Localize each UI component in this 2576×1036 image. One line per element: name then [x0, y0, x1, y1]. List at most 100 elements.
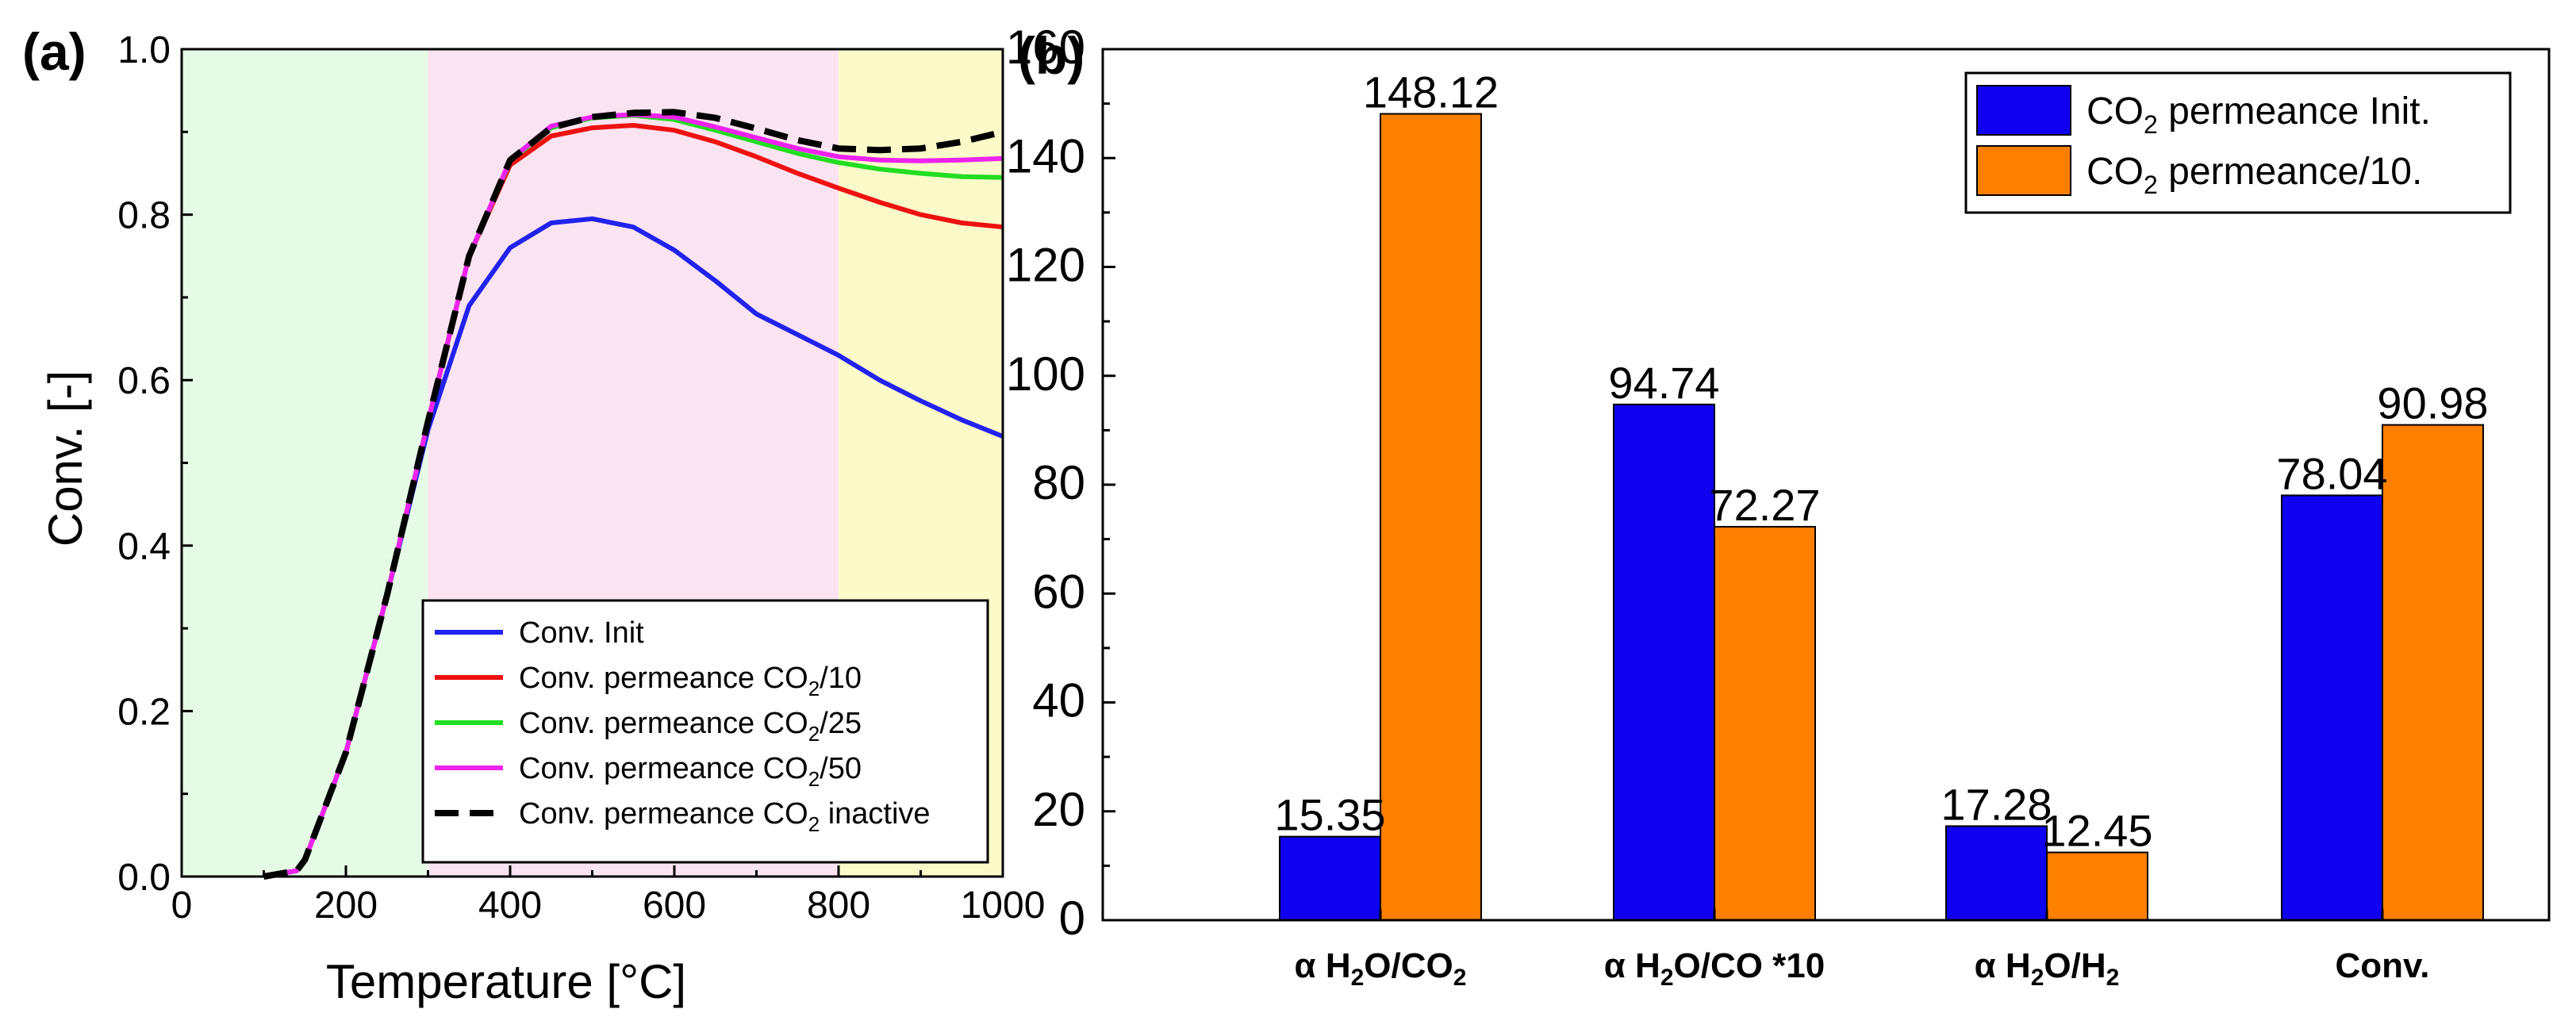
- bar: [2046, 851, 2148, 922]
- legend-text: CO: [2087, 90, 2144, 132]
- x-axis-title-a: Temperature [°C]: [326, 955, 686, 1008]
- category-label: α H2O/H2: [1975, 946, 2120, 991]
- legend-text-tail: /50: [820, 752, 862, 785]
- legend-text-tail: permeance Init.: [2158, 90, 2431, 132]
- legend-entry-b: CO2 permeance/10.: [2087, 151, 2422, 199]
- y-tick-label-b: 20: [1032, 783, 1085, 836]
- category-labels: α H2O/CO2 α H2O/CO *10 α H2O/H2 Conv.: [1295, 909, 2430, 991]
- y-tick-label: 0.4: [117, 526, 171, 568]
- legend-text-tail: /10: [820, 662, 862, 695]
- bar: [1613, 403, 1715, 921]
- legend-subscript: 2: [2144, 110, 2158, 139]
- y-tick-label-b: 0: [1059, 892, 1085, 945]
- category-text: α H: [1975, 946, 2031, 985]
- bar: [1945, 825, 2048, 922]
- bar-value-label: 78.04: [2276, 448, 2387, 498]
- bar: [2281, 494, 2383, 921]
- legend-entry-a: Conv. permeance CO2 inactive: [519, 797, 931, 836]
- y-axis-ticks: 0.0 0.2 0.4 0.6 0.8 1.0: [117, 29, 193, 899]
- bar-value-label: 17.28: [1941, 779, 2052, 829]
- bar-value-label: 94.74: [1608, 358, 1719, 408]
- legend-text: CO: [2087, 151, 2144, 193]
- category-label: α H2O/CO2: [1295, 946, 1467, 991]
- category-subscript-2: 2: [2106, 965, 2120, 991]
- bar-value-labels: 15.35 94.74 17.28 78.04 148.12 72.27 12.45 90.9…: [1274, 67, 2488, 856]
- legend-text: Conv. permeance CO: [519, 662, 808, 695]
- x-tick-label: 200: [314, 884, 378, 927]
- category-text: α H: [1604, 946, 1660, 985]
- bar: [1380, 113, 1482, 922]
- category-label: Conv.: [2336, 946, 2430, 985]
- legend-text: Conv. permeance CO: [519, 752, 808, 785]
- bar-value-label: 148.12: [1363, 67, 1499, 117]
- y-tick-label-b: 60: [1032, 565, 1085, 618]
- x-tick-label: 800: [807, 884, 870, 927]
- y-axis-title-a: Conv. [-]: [39, 370, 92, 547]
- y-tick-label: 0.6: [117, 360, 171, 402]
- bar-value-label: 90.98: [2377, 378, 2488, 428]
- legend-entry-b: CO2 permeance Init.: [2087, 90, 2431, 139]
- y-tick-label: 0.2: [117, 691, 171, 733]
- category-text-mid: O/H: [2044, 946, 2106, 985]
- legend-subscript: 2: [808, 722, 820, 746]
- category-text: Conv.: [2336, 946, 2430, 985]
- legend-subscript: 2: [808, 677, 820, 700]
- legend-text-tail: permeance/10.: [2158, 151, 2423, 193]
- legend-swatch-b: [1976, 85, 2071, 136]
- line-chart-panel: 0 200 400 600 800 1000 0.0 0.2 0.4 0.6 0.8 1.0 (a)…: [22, 22, 1045, 1008]
- legend-subscript: 2: [2144, 171, 2158, 199]
- category-label: α H2O/CO *10: [1604, 946, 1825, 991]
- category-text: α H: [1295, 946, 1351, 985]
- category-text-mid: O/CO *10: [1674, 946, 1825, 985]
- legend-entry-a: Conv. permeance CO2/25: [519, 707, 862, 746]
- x-tick-label: 0: [171, 884, 193, 927]
- legend-entry-a: Conv. Init: [519, 616, 644, 650]
- legend-swatch-b: [1976, 145, 2071, 196]
- y-tick-label-b: 80: [1032, 456, 1085, 509]
- legend-subscript: 2: [808, 767, 820, 791]
- panel-label-b: (b): [1018, 26, 1085, 85]
- y-axis-ticks-b: 0 20 40 60 80 100 120 140 160: [1006, 21, 1115, 945]
- x-tick-label: 400: [478, 884, 542, 927]
- legend-text-tail: /25: [820, 707, 862, 740]
- category-subscript: 2: [2031, 965, 2044, 991]
- panel-label-a: (a): [22, 22, 86, 81]
- category-subscript-2: 2: [1453, 965, 1467, 991]
- legend-b: CO2 permeance Init.CO2 permeance/10.: [1964, 71, 2512, 214]
- conversion-curves: [263, 109, 1004, 880]
- bar: [2382, 424, 2484, 921]
- y-tick-label: 1.0: [117, 29, 171, 71]
- legend-box-a: [421, 599, 989, 864]
- x-tick-label: 1000: [961, 884, 1046, 927]
- legend-entry-a: Conv. permeance CO2/50: [519, 752, 862, 791]
- legend-text: Conv. permeance CO: [519, 707, 808, 740]
- y-tick-label-b: 140: [1006, 129, 1085, 182]
- bar-value-label: 15.35: [1274, 790, 1385, 840]
- bar: [1279, 835, 1381, 922]
- y-tick-label-b: 160: [1006, 21, 1085, 74]
- category-text-mid: O/CO: [1364, 946, 1453, 985]
- y-tick-label-b: 120: [1006, 239, 1085, 292]
- y-tick-label-b: 100: [1006, 347, 1085, 401]
- legend-text-tail: inactive: [820, 797, 930, 831]
- y-tick-label-b: 40: [1032, 674, 1085, 727]
- temperature-region: [182, 49, 428, 877]
- y-tick-label: 0.0: [117, 857, 171, 899]
- x-tick-label: 600: [643, 884, 706, 927]
- series-line: [263, 109, 1004, 880]
- bars: [1279, 113, 2484, 922]
- y-tick-label: 0.8: [117, 195, 171, 237]
- legend-entry-a: Conv. permeance CO2/10: [519, 662, 862, 700]
- category-subscript: 2: [1660, 965, 1674, 991]
- category-subscript: 2: [1351, 965, 1365, 991]
- x-axis-ticks: 0 200 400 600 800 1000: [171, 865, 1046, 927]
- legend-text: Conv. permeance CO: [519, 797, 808, 831]
- degree-c-unit: °C]: [620, 955, 686, 1008]
- bar-value-label: 72.27: [1709, 480, 1820, 530]
- bar: [1714, 526, 1816, 921]
- legend-subscript: 2: [808, 812, 820, 836]
- bar-value-label: 12.45: [2041, 806, 2152, 856]
